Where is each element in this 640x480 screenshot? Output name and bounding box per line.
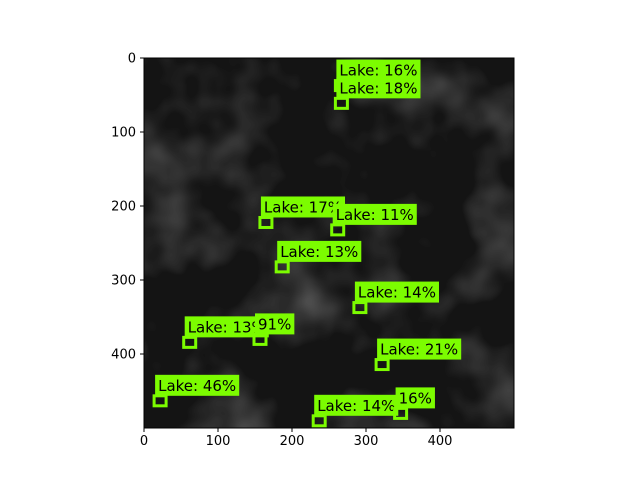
detection-1: Lake: 18% <box>333 77 421 110</box>
detection-label: 16% <box>399 389 432 407</box>
detection-blob <box>374 358 390 372</box>
detection-blob <box>258 215 274 229</box>
detection-label: Lake: 21% <box>380 341 458 359</box>
axes-frame <box>143 57 515 429</box>
x-tick-label: 200 <box>280 434 305 449</box>
x-tick-label: 100 <box>206 434 231 449</box>
detection-blob <box>274 260 290 274</box>
detection-blob <box>252 332 268 346</box>
y-tick-label: 200 <box>111 200 136 215</box>
detection-2: Lake: 17% <box>258 196 346 229</box>
detection-label: Lake: 13% <box>280 243 358 261</box>
detection-7: 91% <box>252 313 295 346</box>
detection-blob <box>311 414 327 428</box>
detection-label: Lake: 11% <box>336 206 414 224</box>
detection-label: Lake: 16% <box>339 62 417 80</box>
detection-blob <box>393 406 409 420</box>
detection-label: Lake: 18% <box>339 79 417 97</box>
detection-6: Lake: 13% <box>182 316 269 349</box>
detection-label: Lake: 14% <box>317 397 395 415</box>
detection-label: Lake: 17% <box>264 198 342 216</box>
detection-label-box <box>395 387 435 409</box>
detection-10: Lake: 14% <box>311 394 399 428</box>
detections-layer: Lake: 16%Lake: 18% Lake: 17%Lake: 11% Lake… <box>152 59 462 428</box>
detection-label-box <box>377 338 462 360</box>
y-tick-label: 300 <box>111 274 136 289</box>
detection-8: Lake: 21% <box>374 338 462 372</box>
x-tick-label: 0 <box>140 434 148 449</box>
detection-label: Lake: 46% <box>158 377 236 395</box>
detection-9: Lake: 46% <box>152 374 240 408</box>
detection-label-box <box>336 77 421 99</box>
detection-label: 91% <box>258 315 291 333</box>
detection-3: Lake: 11% <box>330 203 417 237</box>
detection-label: Lake: 13% <box>188 318 266 336</box>
detection-label-box <box>255 313 295 335</box>
x-tick-label: 300 <box>354 434 379 449</box>
y-tick-label: 0 <box>128 52 136 67</box>
x-tick-label: 400 <box>428 434 453 449</box>
detection-label-box <box>155 374 240 396</box>
x-axis: 0 100 200 300 400 <box>140 428 453 449</box>
y-tick-label: 100 <box>111 126 136 141</box>
detection-label-box <box>336 59 421 81</box>
detection-blob <box>333 96 349 110</box>
detection-4: Lake: 13% <box>274 240 362 274</box>
detection-blob <box>182 335 198 349</box>
detection-label-box <box>277 240 362 262</box>
detection-blob <box>352 301 368 315</box>
detection-label-box <box>314 394 399 416</box>
y-axis: 0 100 200 300 400 <box>111 52 144 363</box>
detection-label-box <box>184 316 269 338</box>
detection-label-box <box>354 281 439 303</box>
detection-label-box <box>260 196 346 218</box>
y-tick-label: 400 <box>111 348 136 363</box>
detection-blob <box>152 394 168 408</box>
detection-label-box <box>332 203 417 225</box>
detection-label: Lake: 14% <box>358 284 436 302</box>
detection-5: Lake: 14% <box>352 281 439 315</box>
detection-blob <box>330 223 346 237</box>
detection-11: 16% <box>393 387 435 420</box>
